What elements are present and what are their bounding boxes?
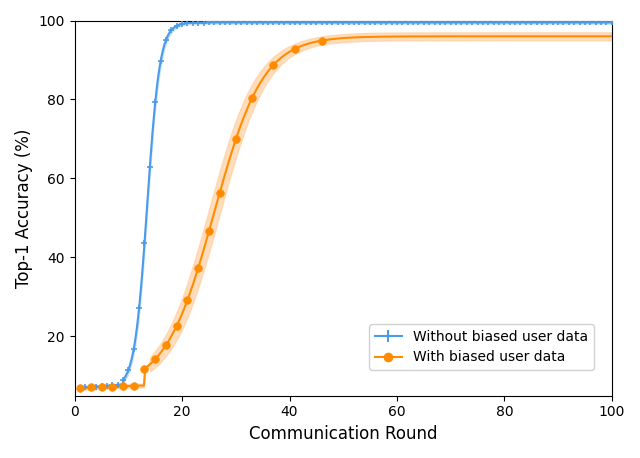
X-axis label: Communication Round: Communication Round [249,425,438,443]
Y-axis label: Top-1 Accuracy (%): Top-1 Accuracy (%) [15,128,33,288]
Legend: Without biased user data, With biased user data: Without biased user data, With biased us… [369,324,594,370]
